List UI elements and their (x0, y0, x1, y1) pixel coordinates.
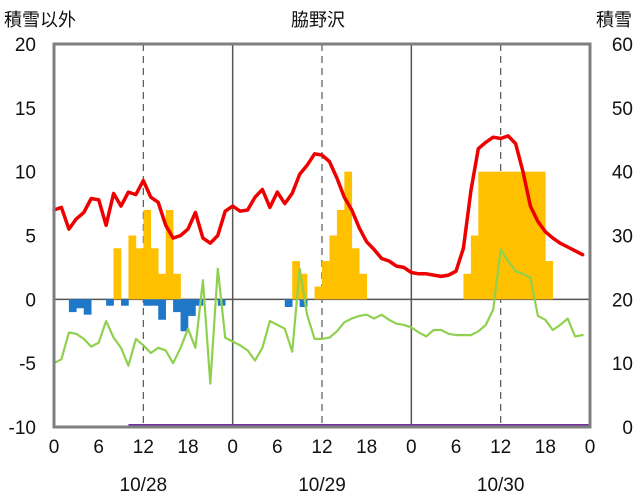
y-tick-left: -5 (19, 354, 36, 375)
y-tick-right: 40 (612, 163, 633, 184)
precipitation-bar (344, 171, 353, 300)
precipitation-bar (463, 273, 472, 300)
y-axis-right-label: 積雪 (596, 10, 632, 31)
plot-border (52, 42, 592, 429)
y-axis-left-ticks: 20 15 10 5 0 -5 -10 (9, 35, 36, 439)
y-tick-right: 10 (612, 354, 633, 375)
negative-bar (188, 299, 196, 316)
precipitation-bar (113, 248, 122, 300)
y-tick-left: 5 (25, 227, 36, 248)
precipitation-bar (523, 171, 531, 300)
x-tick: 6 (451, 437, 462, 458)
y-tick-right: 20 (612, 290, 633, 311)
precipitation-bar (329, 235, 338, 300)
x-tick: 12 (311, 437, 332, 458)
green-series-line (52, 248, 584, 385)
negative-bar (299, 299, 308, 307)
y-tick-left: -10 (9, 418, 36, 439)
precipitation-bar (165, 209, 174, 300)
negative-bar (143, 299, 152, 306)
precipitation-bar (508, 171, 516, 300)
precipitation-bar (470, 235, 479, 300)
precipitation-bar (545, 261, 554, 300)
y-tick-right: 30 (612, 227, 633, 248)
precipitation-bar (158, 273, 166, 300)
date-label: 10/30 (477, 475, 525, 496)
precipitation-bar (314, 286, 323, 300)
y-tick-left: 20 (15, 35, 36, 56)
precipitation-bar (537, 171, 546, 300)
x-tick: 12 (490, 437, 511, 458)
date-labels: 10/28 10/29 10/30 (120, 475, 525, 496)
negative-bar (121, 299, 129, 306)
y-tick-left: 10 (15, 163, 36, 184)
precipitation-bar (336, 209, 345, 300)
x-tick: 0 (585, 437, 596, 458)
negative-bar (173, 299, 181, 313)
x-axis-ticks: 0 6 12 18 0 6 12 18 0 6 12 18 0 (49, 437, 596, 458)
y-tick-left: 0 (25, 290, 36, 311)
temperature-line (52, 134, 585, 279)
x-tick: 0 (49, 437, 60, 458)
negative-bar (68, 299, 77, 313)
precipitation-bar (359, 273, 367, 300)
negative-bar (106, 299, 114, 306)
negative-bar (284, 299, 293, 307)
date-label: 10/28 (120, 475, 168, 496)
x-tick: 6 (272, 437, 283, 458)
negative-bar (150, 299, 159, 306)
x-tick: 18 (356, 437, 377, 458)
date-label: 10/29 (298, 475, 346, 496)
precipitation-bar (173, 273, 181, 300)
precipitation-bar (478, 171, 487, 300)
x-tick: 18 (535, 437, 556, 458)
y-axis-right-ticks: 60 50 40 30 20 10 0 (612, 35, 633, 439)
y-axis-left-label: 積雪以外 (4, 10, 76, 31)
x-tick: 18 (177, 437, 198, 458)
precipitation-bar (143, 209, 152, 300)
precipitation-bar (500, 171, 509, 300)
x-tick: 0 (227, 437, 238, 458)
x-tick: 0 (406, 437, 417, 458)
negative-bar (180, 299, 189, 332)
negative-bar (83, 299, 92, 315)
precipitation-bar (515, 171, 524, 300)
x-tick: 6 (93, 437, 104, 458)
negative-bar (76, 299, 85, 309)
precipitation-bar (322, 261, 330, 300)
y-tick-right: 60 (612, 35, 633, 56)
precipitation-bar (150, 248, 159, 300)
plot-frame (52, 42, 592, 429)
precipitation-bar (135, 248, 144, 300)
precipitation-bar (351, 248, 360, 300)
precipitation-bar (292, 261, 300, 300)
precipitation-bar (493, 171, 501, 300)
negative-bar (158, 299, 166, 320)
y-tick-right: 0 (622, 418, 633, 439)
precipitation-bar (485, 171, 494, 300)
y-tick-left: 15 (15, 99, 36, 120)
precipitation-bar (530, 171, 539, 300)
chart-title: 脇野沢 (291, 10, 345, 31)
y-tick-right: 50 (612, 99, 633, 120)
precipitation-bar (128, 235, 137, 300)
x-tick: 12 (133, 437, 154, 458)
